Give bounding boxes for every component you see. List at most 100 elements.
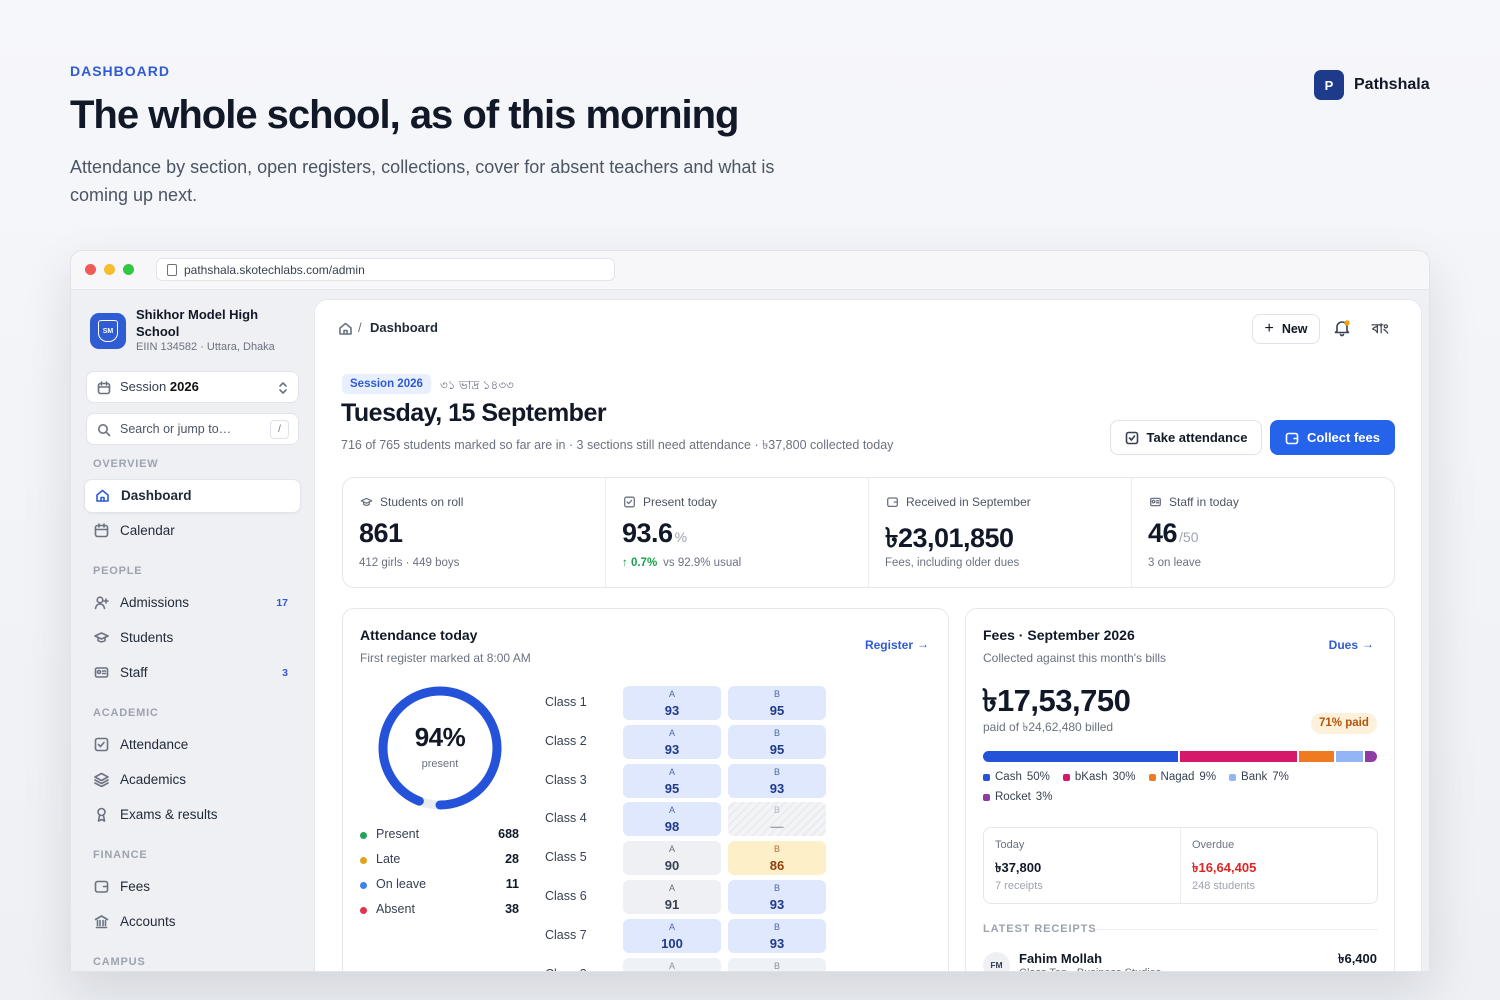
section-cell[interactable]: B 93 <box>728 918 826 953</box>
stat-note-row: 412 girls · 449 boys <box>359 557 459 569</box>
url-icon <box>167 264 177 276</box>
nav-label: Accounts <box>120 914 176 929</box>
nav-item[interactable]: Students <box>84 621 301 655</box>
session-select[interactable]: Session 2026 <box>86 371 299 403</box>
nav-item[interactable]: Accounts <box>84 905 301 939</box>
search-box[interactable]: Search or jump to… / <box>86 413 299 445</box>
section-cell[interactable]: A 93 <box>623 724 721 759</box>
icon-shape <box>94 772 109 788</box>
legend-value: 50% <box>1026 771 1050 783</box>
icon <box>94 595 109 613</box>
arrow: → <box>1362 637 1374 651</box>
section-value: 91 <box>664 897 680 912</box>
legend-label: Present <box>376 827 420 841</box>
nav-item[interactable]: Calendar <box>84 514 301 548</box>
session-label: Session <box>120 379 167 394</box>
nav-section-label: ACADEMIC <box>93 707 159 719</box>
icon-shape <box>96 489 109 502</box>
delta-arrow: ↑ <box>622 557 631 569</box>
section-cell[interactable]: B 93 <box>728 880 826 914</box>
legend-item: bKash 30% <box>1062 771 1136 783</box>
section-cell[interactable]: A 100 <box>623 918 721 953</box>
section-cell[interactable]: A 95 <box>623 763 721 798</box>
section-cell[interactable]: A 90 <box>623 841 721 876</box>
nav-item[interactable]: Attendance <box>84 728 301 762</box>
brand-name: Pathshala <box>1354 76 1430 93</box>
icon-shape <box>360 497 373 507</box>
legend-dot <box>983 793 990 801</box>
icon <box>887 496 899 512</box>
collect-fees-button[interactable]: Collect fees <box>1270 420 1395 455</box>
register-link[interactable]: Register <box>864 638 913 652</box>
fees-amount: ৳17,53,750 <box>982 683 1131 718</box>
stat-note: Fees, including older dues <box>885 557 1020 569</box>
home-icon[interactable] <box>338 321 353 336</box>
nav-section-label: OVERVIEW <box>93 458 159 470</box>
nav-badge: 3 <box>282 667 288 679</box>
section-letter: A <box>668 921 675 932</box>
section-letter: B <box>773 883 780 893</box>
nav-item[interactable]: Dashboard <box>84 479 301 513</box>
legend-name: Cash <box>995 771 1022 783</box>
section-letter: B <box>773 844 780 855</box>
section-letter: A <box>668 766 675 777</box>
section-cell[interactable]: A 91 <box>623 880 721 914</box>
legend-value: 11 <box>505 877 519 891</box>
section-cell[interactable]: B 93 <box>728 763 826 798</box>
legend-dot <box>1148 773 1156 781</box>
class-label: Class 6 <box>545 889 587 903</box>
section-cell[interactable]: B 86 <box>728 841 826 876</box>
close-dot[interactable] <box>85 264 96 275</box>
icon-shape <box>94 596 109 610</box>
icon <box>624 496 636 512</box>
legend-dot <box>360 882 367 889</box>
url-bar[interactable]: pathshala.skotechlabs.com/admin <box>156 258 615 281</box>
legend-name: Bank <box>1241 771 1268 783</box>
nav-label: Exams & results <box>120 807 218 822</box>
legend-name: Nagad <box>1160 771 1195 783</box>
nav-label: Fees <box>120 879 151 894</box>
section-letter: A <box>668 844 675 855</box>
stat: Staff in today 46/50 3 on leave <box>1131 478 1394 587</box>
icon <box>94 737 109 755</box>
maximize-dot[interactable] <box>123 264 134 275</box>
eyebrow: DASHBOARD <box>70 63 170 79</box>
school-meta: EIIN 134582 · Uttara, Dhaka <box>136 341 275 353</box>
section-cell[interactable]: A 93 <box>623 686 721 720</box>
language-toggle[interactable]: বাং <box>1372 321 1389 336</box>
nav-item[interactable]: Admissions 17 <box>84 586 301 620</box>
class-label: Class 2 <box>545 733 587 748</box>
new-button[interactable]: + New <box>1252 314 1320 344</box>
take-attendance-button[interactable]: Take attendance <box>1110 420 1262 455</box>
nav-item[interactable]: Staff 3 <box>84 656 301 690</box>
section-cell[interactable]: B — <box>728 802 826 837</box>
minimize-dot[interactable] <box>104 264 115 275</box>
stat: Present today 93.6% ↑ 0.7% vs 92.9% usual <box>605 478 868 587</box>
stat-label: Received in September <box>906 495 1031 509</box>
section-cell[interactable]: A <box>623 957 721 971</box>
fees-summary: Today ৳37,800 7 receipts Overdue ৳16,64,405 2… <box>983 827 1378 904</box>
fees-segment <box>1336 751 1364 762</box>
section-letter: B <box>773 727 780 738</box>
section-value: 100 <box>661 935 683 951</box>
nav-item[interactable]: Academics <box>84 763 301 797</box>
dues-link[interactable]: Dues <box>1328 638 1358 652</box>
section-cell[interactable]: A 98 <box>623 802 721 837</box>
class-label: Class 4 <box>545 811 587 826</box>
nav-item[interactable]: Fees <box>84 870 301 904</box>
nav-item[interactable]: Exams & results <box>84 798 301 832</box>
paid-badge: 71% paid <box>1311 713 1377 734</box>
bell-icon[interactable] <box>1333 319 1351 337</box>
section-cell[interactable]: B <box>728 957 826 971</box>
section-cell[interactable]: B 95 <box>728 724 826 759</box>
icon-shape <box>1150 497 1161 507</box>
stat-unit: /50 <box>1179 529 1199 545</box>
session-text: Session 2026 <box>120 372 199 402</box>
section-value: 95 <box>769 703 785 718</box>
legend-value: 28 <box>505 852 519 866</box>
legend-dot <box>1062 773 1070 781</box>
icon <box>1150 496 1162 512</box>
legend-dot <box>360 907 367 914</box>
section-cell[interactable]: B 95 <box>728 686 826 720</box>
